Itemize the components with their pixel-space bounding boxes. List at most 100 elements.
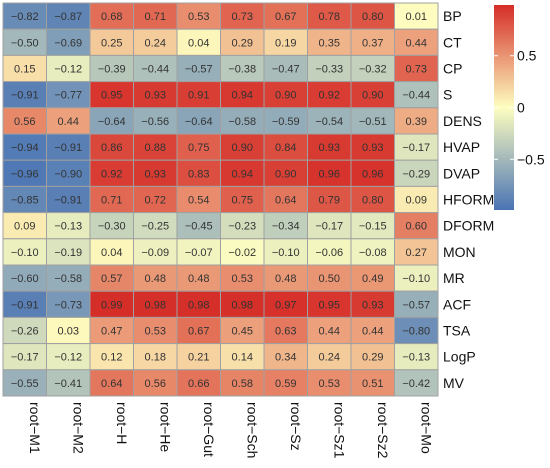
column-label: root−Mo <box>418 402 434 454</box>
row-label: DENS <box>443 113 482 129</box>
heatmap-cell <box>394 159 439 187</box>
heatmap-cell <box>220 28 265 56</box>
column-label: root−Sz <box>288 402 304 451</box>
heatmap-cell <box>220 107 265 135</box>
heatmap-cell <box>133 343 178 371</box>
cell-value-label: 0.24 <box>319 352 340 364</box>
cell-value-label: −0.23 <box>228 221 256 233</box>
cell-value-label: 0.96 <box>362 168 383 180</box>
heatmap-cell <box>133 28 178 56</box>
cell-value-label: 0.98 <box>188 299 209 311</box>
heatmap-cell <box>263 28 308 56</box>
heatmap-cell <box>89 264 134 292</box>
cell-value-label: 0.18 <box>145 352 166 364</box>
cell-value-label: 0.35 <box>319 37 340 49</box>
heatmap-cell <box>2 238 47 266</box>
cell-value-label: −0.34 <box>272 221 300 233</box>
cell-value-label: 0.67 <box>275 11 296 23</box>
cell-value-label: 0.98 <box>145 299 166 311</box>
cell-value-label: −0.44 <box>402 90 430 102</box>
cell-value-label: −0.17 <box>11 352 39 364</box>
cell-value-label: −0.44 <box>141 64 169 76</box>
cell-value-label: 0.48 <box>188 273 209 285</box>
heatmap-cell <box>220 133 265 161</box>
heatmap-cell <box>2 54 47 83</box>
cell-value-label: −0.32 <box>359 64 387 76</box>
heatmap-cell <box>394 290 439 318</box>
cell-value-label: 0.12 <box>101 352 122 364</box>
cell-value-label: −0.26 <box>11 326 39 338</box>
cell-value-label: 0.93 <box>362 142 383 154</box>
cell-value-label: −0.17 <box>315 221 343 233</box>
heatmap-cell <box>176 369 221 397</box>
heatmap-cell <box>176 264 221 292</box>
cell-value-label: 0.19 <box>275 37 296 49</box>
cell-value-label: 0.90 <box>232 142 253 154</box>
cell-value-label: −0.91 <box>11 90 39 102</box>
cell-value-label: 0.80 <box>362 195 383 207</box>
cell-value-label: 0.73 <box>406 64 427 76</box>
heatmap-cell <box>2 2 47 30</box>
cell-value-label: 0.14 <box>232 352 253 364</box>
heatmap-cell <box>176 185 221 214</box>
cell-value-label: 0.24 <box>145 37 166 49</box>
cell-value-label: 0.39 <box>406 116 427 128</box>
row-label: DVAP <box>443 165 480 181</box>
cell-value-label: 0.93 <box>362 299 383 311</box>
cell-value-label: −0.12 <box>54 352 82 364</box>
heatmap-cell <box>176 133 221 161</box>
color-legend: 0.5 0 −0.5 <box>494 5 545 210</box>
row-label: MV <box>443 375 465 391</box>
heatmap-cell <box>2 133 47 161</box>
heatmap-cell <box>46 343 91 371</box>
heatmap-cell <box>350 316 395 345</box>
cell-value-label: 0.99 <box>101 299 122 311</box>
cell-value-label: 0.93 <box>319 142 340 154</box>
cell-value-label: −0.58 <box>54 273 82 285</box>
cell-value-label: 0.78 <box>319 11 340 23</box>
cell-value-label: −0.77 <box>54 90 82 102</box>
column-labels: root−M1 root−M2 root−H root−He root−Gut root−… <box>27 402 435 459</box>
cell-value-label: −0.02 <box>228 247 256 259</box>
heatmap-cell <box>394 2 439 30</box>
row-label: MON <box>443 244 476 260</box>
heatmap-cell <box>176 238 221 266</box>
heatmap-cell <box>394 54 439 83</box>
cell-value-label: 0.72 <box>145 195 166 207</box>
row-label: HFORM <box>443 192 494 208</box>
cell-value-label: 0.98 <box>232 299 253 311</box>
cell-value-label: 0.79 <box>319 195 340 207</box>
cell-value-label: −0.91 <box>54 142 82 154</box>
cell-value-label: 0.90 <box>275 90 296 102</box>
cell-value-label: −0.55 <box>11 378 39 390</box>
cell-value-label: −0.90 <box>54 168 82 180</box>
heatmap-cell <box>307 2 352 30</box>
heatmap-cell <box>220 81 265 109</box>
cell-value-label: 0.44 <box>319 326 340 338</box>
cell-value-label: −0.10 <box>402 273 430 285</box>
heatmap-cell <box>89 133 134 161</box>
cell-value-label: 0.97 <box>275 299 296 311</box>
cell-value-label: −0.56 <box>141 116 169 128</box>
cell-value-label: −0.50 <box>11 37 39 49</box>
cell-value-label: −0.82 <box>11 11 39 23</box>
column-label: root−Sz1 <box>331 402 347 459</box>
cell-value-label: 0.51 <box>362 378 383 390</box>
heatmap-cell <box>176 212 221 240</box>
cell-value-label: 0.09 <box>14 221 35 233</box>
cell-value-label: −0.54 <box>315 116 343 128</box>
cell-value-label: 0.60 <box>406 221 427 233</box>
cell-value-label: 0.53 <box>232 273 253 285</box>
heatmap-cell <box>307 107 352 135</box>
cell-value-label: 0.57 <box>101 273 122 285</box>
heatmap-cell <box>263 107 308 135</box>
heatmap-cell <box>176 107 221 135</box>
cell-value-label: 0.71 <box>101 195 122 207</box>
heatmap-cell <box>350 185 395 214</box>
row-label: TSA <box>443 323 471 339</box>
cell-value-label: 0.53 <box>188 11 209 23</box>
cell-value-label: −0.42 <box>402 378 430 390</box>
cell-value-label: 0.48 <box>275 273 296 285</box>
legend-ticks: 0.5 0 −0.5 <box>494 48 545 167</box>
heatmap-cell <box>394 369 439 397</box>
